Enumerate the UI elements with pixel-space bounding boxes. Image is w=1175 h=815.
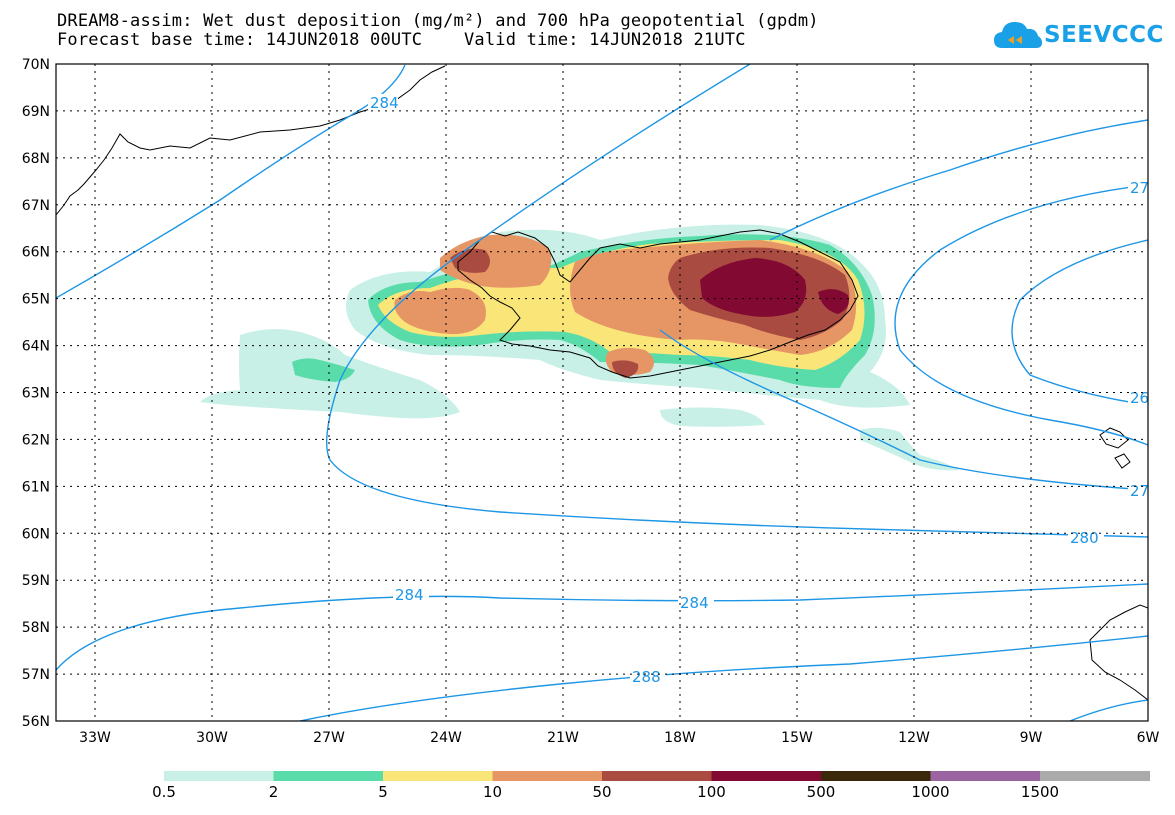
legend-swatch <box>1040 771 1150 781</box>
legend-colorbar <box>164 771 1150 781</box>
map-title-line-2: Forecast base time: 14JUN2018 00UTC Vali… <box>57 30 746 50</box>
legend-swatch <box>711 771 822 781</box>
latitude-label: 56N <box>22 714 50 730</box>
map-title-line-1: DREAM8-assim: Wet dust deposition (mg/m²… <box>57 11 819 31</box>
coastline <box>56 65 1148 701</box>
legend-label: 500 <box>806 783 836 801</box>
longitude-labels: 33W 30W 27W 24W 21W 18W 15W 12W 9W 6W <box>79 730 1159 746</box>
longitude-label: 18W <box>664 730 696 746</box>
legend-label: 50 <box>592 783 612 801</box>
latitude-label: 66N <box>22 245 50 261</box>
legend-label: 2 <box>268 783 279 801</box>
latitude-label: 64N <box>22 339 50 355</box>
contour-label: 280 <box>1070 529 1099 547</box>
longitude-label: 15W <box>781 730 813 746</box>
graticule <box>56 64 1148 721</box>
longitude-label: 30W <box>196 730 228 746</box>
longitude-label: 24W <box>430 730 462 746</box>
latitude-labels: 70N 69N 68N 67N 66N 65N 64N 63N 62N 61N 60N 59N 58N 5… <box>22 57 50 730</box>
longitude-label: 12W <box>898 730 930 746</box>
latitude-label: 68N <box>22 151 50 167</box>
contour-label: 27 <box>1130 179 1149 197</box>
contour-284-south <box>56 583 1148 671</box>
legend-label: 10 <box>482 783 503 801</box>
longitude-label: 33W <box>79 730 111 746</box>
legend-swatch <box>930 771 1041 781</box>
contour-280 <box>326 64 1148 538</box>
seevccc-logo: SEEVCCC <box>992 16 1163 56</box>
contour-27-north <box>769 119 1148 241</box>
legend-label: 100 <box>697 783 726 801</box>
contour-label: 27 <box>1130 482 1149 500</box>
latitude-label: 57N <box>22 667 50 683</box>
legend-swatch <box>383 771 493 781</box>
latitude-label: 60N <box>22 526 50 542</box>
latitude-label: 61N <box>22 479 50 495</box>
legend-swatch <box>273 771 384 781</box>
contour-27-closed <box>894 184 1148 446</box>
contour-label: 284 <box>395 586 424 604</box>
logo-text: SEEVCCC <box>1044 22 1164 48</box>
latitude-label: 69N <box>22 104 50 120</box>
contour-label: 288 <box>632 668 661 686</box>
latitude-label: 62N <box>22 432 50 448</box>
legend-swatch <box>821 771 931 781</box>
legend-swatch <box>602 771 712 781</box>
contour-288 <box>299 635 1148 721</box>
contour-label: 284 <box>680 594 709 612</box>
longitude-label: 9W <box>1020 730 1043 746</box>
legend-label: 1000 <box>911 783 950 801</box>
dust-deposition-field <box>200 224 960 471</box>
contour-labels: 284 27 26 27 280 284 284 288 <box>368 94 1149 686</box>
legend-swatch <box>492 771 603 781</box>
latitude-label: 65N <box>22 292 50 308</box>
latitude-label: 59N <box>22 573 50 589</box>
contour-27-south <box>659 329 1148 491</box>
latitude-label: 70N <box>22 57 50 73</box>
latitude-label: 63N <box>22 386 50 402</box>
cloud-icon <box>994 22 1042 48</box>
latitude-label: 67N <box>22 198 50 214</box>
map-frame <box>55 63 1149 722</box>
contour-label: 26 <box>1130 389 1149 407</box>
legend-label: 5 <box>378 783 388 801</box>
contour-label: 284 <box>370 94 399 112</box>
legend-swatch <box>164 771 274 781</box>
longitude-label: 21W <box>547 730 579 746</box>
legend-label: 0.5 <box>152 783 176 801</box>
latitude-label: 58N <box>22 620 50 636</box>
legend-label: 1500 <box>1020 783 1060 801</box>
contour-288-east <box>1069 699 1148 721</box>
longitude-label: 27W <box>313 730 345 746</box>
contour-284-north <box>56 64 406 299</box>
longitude-label: 6W <box>1137 730 1160 746</box>
contour-26 <box>1011 239 1148 406</box>
